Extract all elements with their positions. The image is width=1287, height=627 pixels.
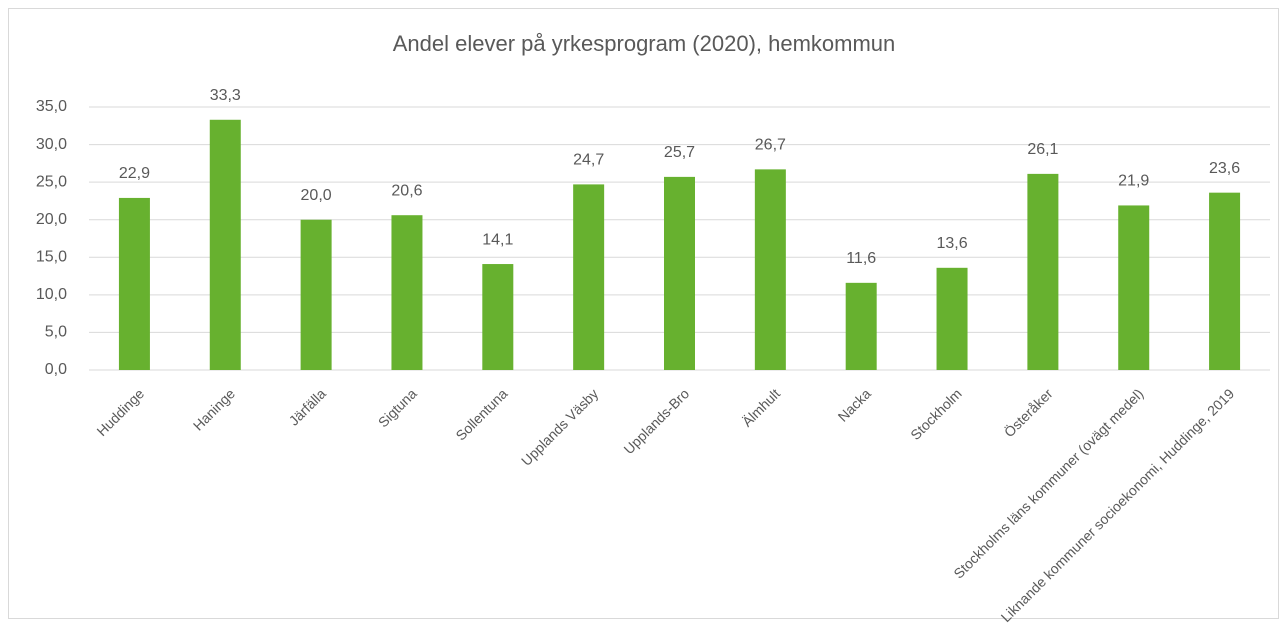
data-label: 24,7 [573, 152, 604, 169]
bar [1118, 205, 1150, 370]
bar [936, 267, 968, 370]
bar [573, 184, 605, 370]
bar [1027, 173, 1059, 370]
y-tick-label: 10,0 [36, 286, 67, 303]
data-label: 33,3 [210, 87, 241, 104]
bar [482, 264, 514, 370]
bar [300, 219, 332, 370]
data-label: 13,6 [936, 235, 967, 252]
y-tick-label: 15,0 [36, 249, 67, 266]
bar [209, 119, 241, 370]
data-label: 11,6 [846, 250, 876, 267]
data-label: 20,6 [391, 182, 422, 199]
bar [664, 176, 695, 370]
y-tick-label: 35,0 [36, 98, 67, 115]
bar [845, 282, 877, 370]
data-label: 21,9 [1118, 173, 1149, 190]
y-tick-label: 30,0 [36, 136, 67, 153]
data-label: 26,7 [755, 137, 786, 154]
data-label: 22,9 [119, 165, 150, 182]
bar [1209, 192, 1241, 370]
bar [754, 169, 786, 370]
data-label: 14,1 [482, 231, 513, 248]
y-tick-label: 0,0 [45, 361, 67, 378]
y-tick-label: 5,0 [45, 324, 67, 341]
bar [118, 197, 150, 370]
bar [391, 215, 423, 370]
data-label: 26,1 [1027, 141, 1058, 158]
data-label: 23,6 [1209, 160, 1240, 177]
y-tick-label: 20,0 [36, 211, 67, 228]
data-label: 20,0 [301, 187, 332, 204]
y-tick-label: 25,0 [36, 173, 67, 190]
chart-title: Andel elever på yrkesprogram (2020), hem… [393, 31, 896, 56]
data-label: 25,7 [664, 144, 695, 161]
